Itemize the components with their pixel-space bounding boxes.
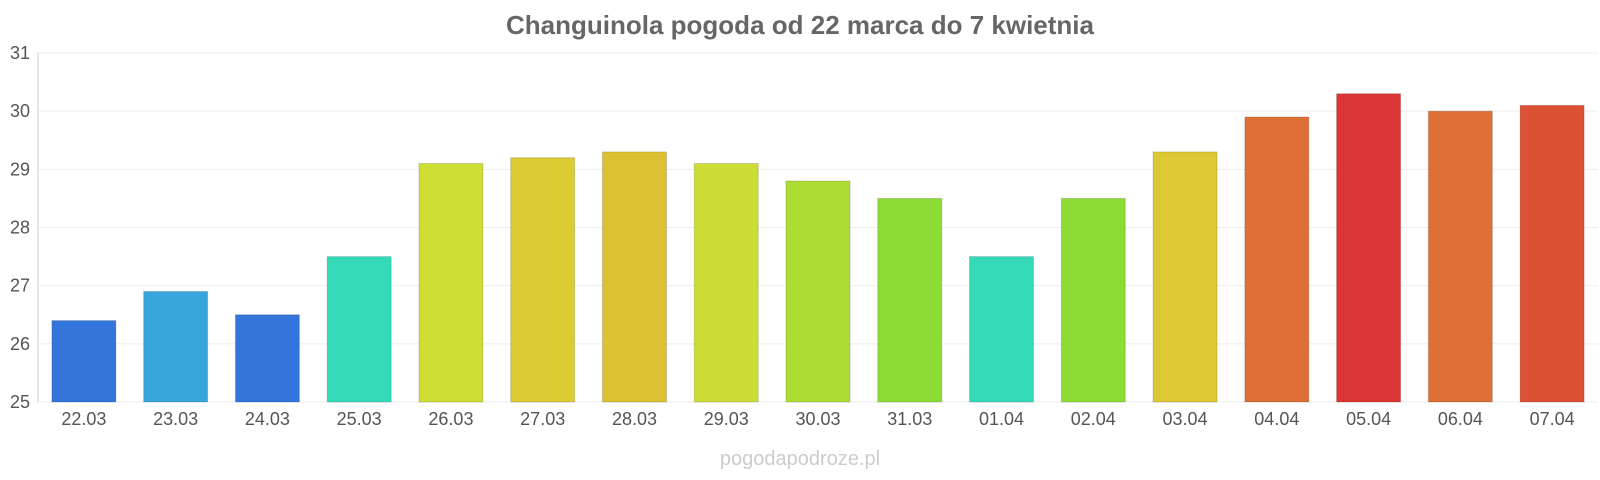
x-tick-label: 27.03 [520,409,565,429]
bar[interactable] [418,163,484,403]
bar[interactable] [601,151,667,403]
bar[interactable] [969,256,1035,403]
x-tick-label: 03.04 [1163,409,1208,429]
y-tick-label: 25 [10,392,30,412]
y-tick-label: 30 [10,101,30,121]
bar[interactable] [326,256,392,403]
bar[interactable] [693,163,759,403]
bar[interactable] [785,180,851,403]
bar[interactable] [51,320,117,403]
x-tick-label: 07.04 [1530,409,1575,429]
x-tick-label: 30.03 [795,409,840,429]
bar[interactable] [1336,93,1402,403]
x-tick-label: 04.04 [1254,409,1299,429]
bar[interactable] [1519,104,1585,403]
y-tick-label: 28 [10,218,30,238]
x-tick-label: 31.03 [887,409,932,429]
x-tick-label: 29.03 [704,409,749,429]
bar[interactable] [510,157,576,403]
x-tick-label: 06.04 [1438,409,1483,429]
bar[interactable] [143,290,209,403]
x-tick-label: 25.03 [337,409,382,429]
x-tick-label: 26.03 [428,409,473,429]
y-tick-label: 31 [10,43,30,63]
x-tick-label: 28.03 [612,409,657,429]
chart-title: Changuinola pogoda od 22 marca do 7 kwie… [506,10,1094,40]
y-tick-labels: 25 26 27 28 29 30 31 [10,43,30,412]
x-tick-label: 05.04 [1346,409,1391,429]
y-tick-label: 26 [10,334,30,354]
bar[interactable] [1060,197,1126,403]
x-tick-label: 01.04 [979,409,1024,429]
bar[interactable] [877,197,943,403]
bar[interactable] [234,314,300,403]
bars [51,93,1585,403]
x-tick-label: 23.03 [153,409,198,429]
x-tick-label: 22.03 [61,409,106,429]
bar[interactable] [1244,116,1310,403]
watermark: pogodapodroze.pl [719,448,881,470]
bar[interactable] [1427,110,1493,403]
x-tick-label: 24.03 [245,409,290,429]
bar[interactable] [1152,151,1218,403]
x-tick-label: 02.04 [1071,409,1116,429]
x-tick-labels: 22.03 23.03 24.03 25.03 26.03 27.03 28.03 29.03… [61,409,1574,429]
y-tick-label: 27 [10,276,30,296]
y-tick-label: 29 [10,159,30,179]
